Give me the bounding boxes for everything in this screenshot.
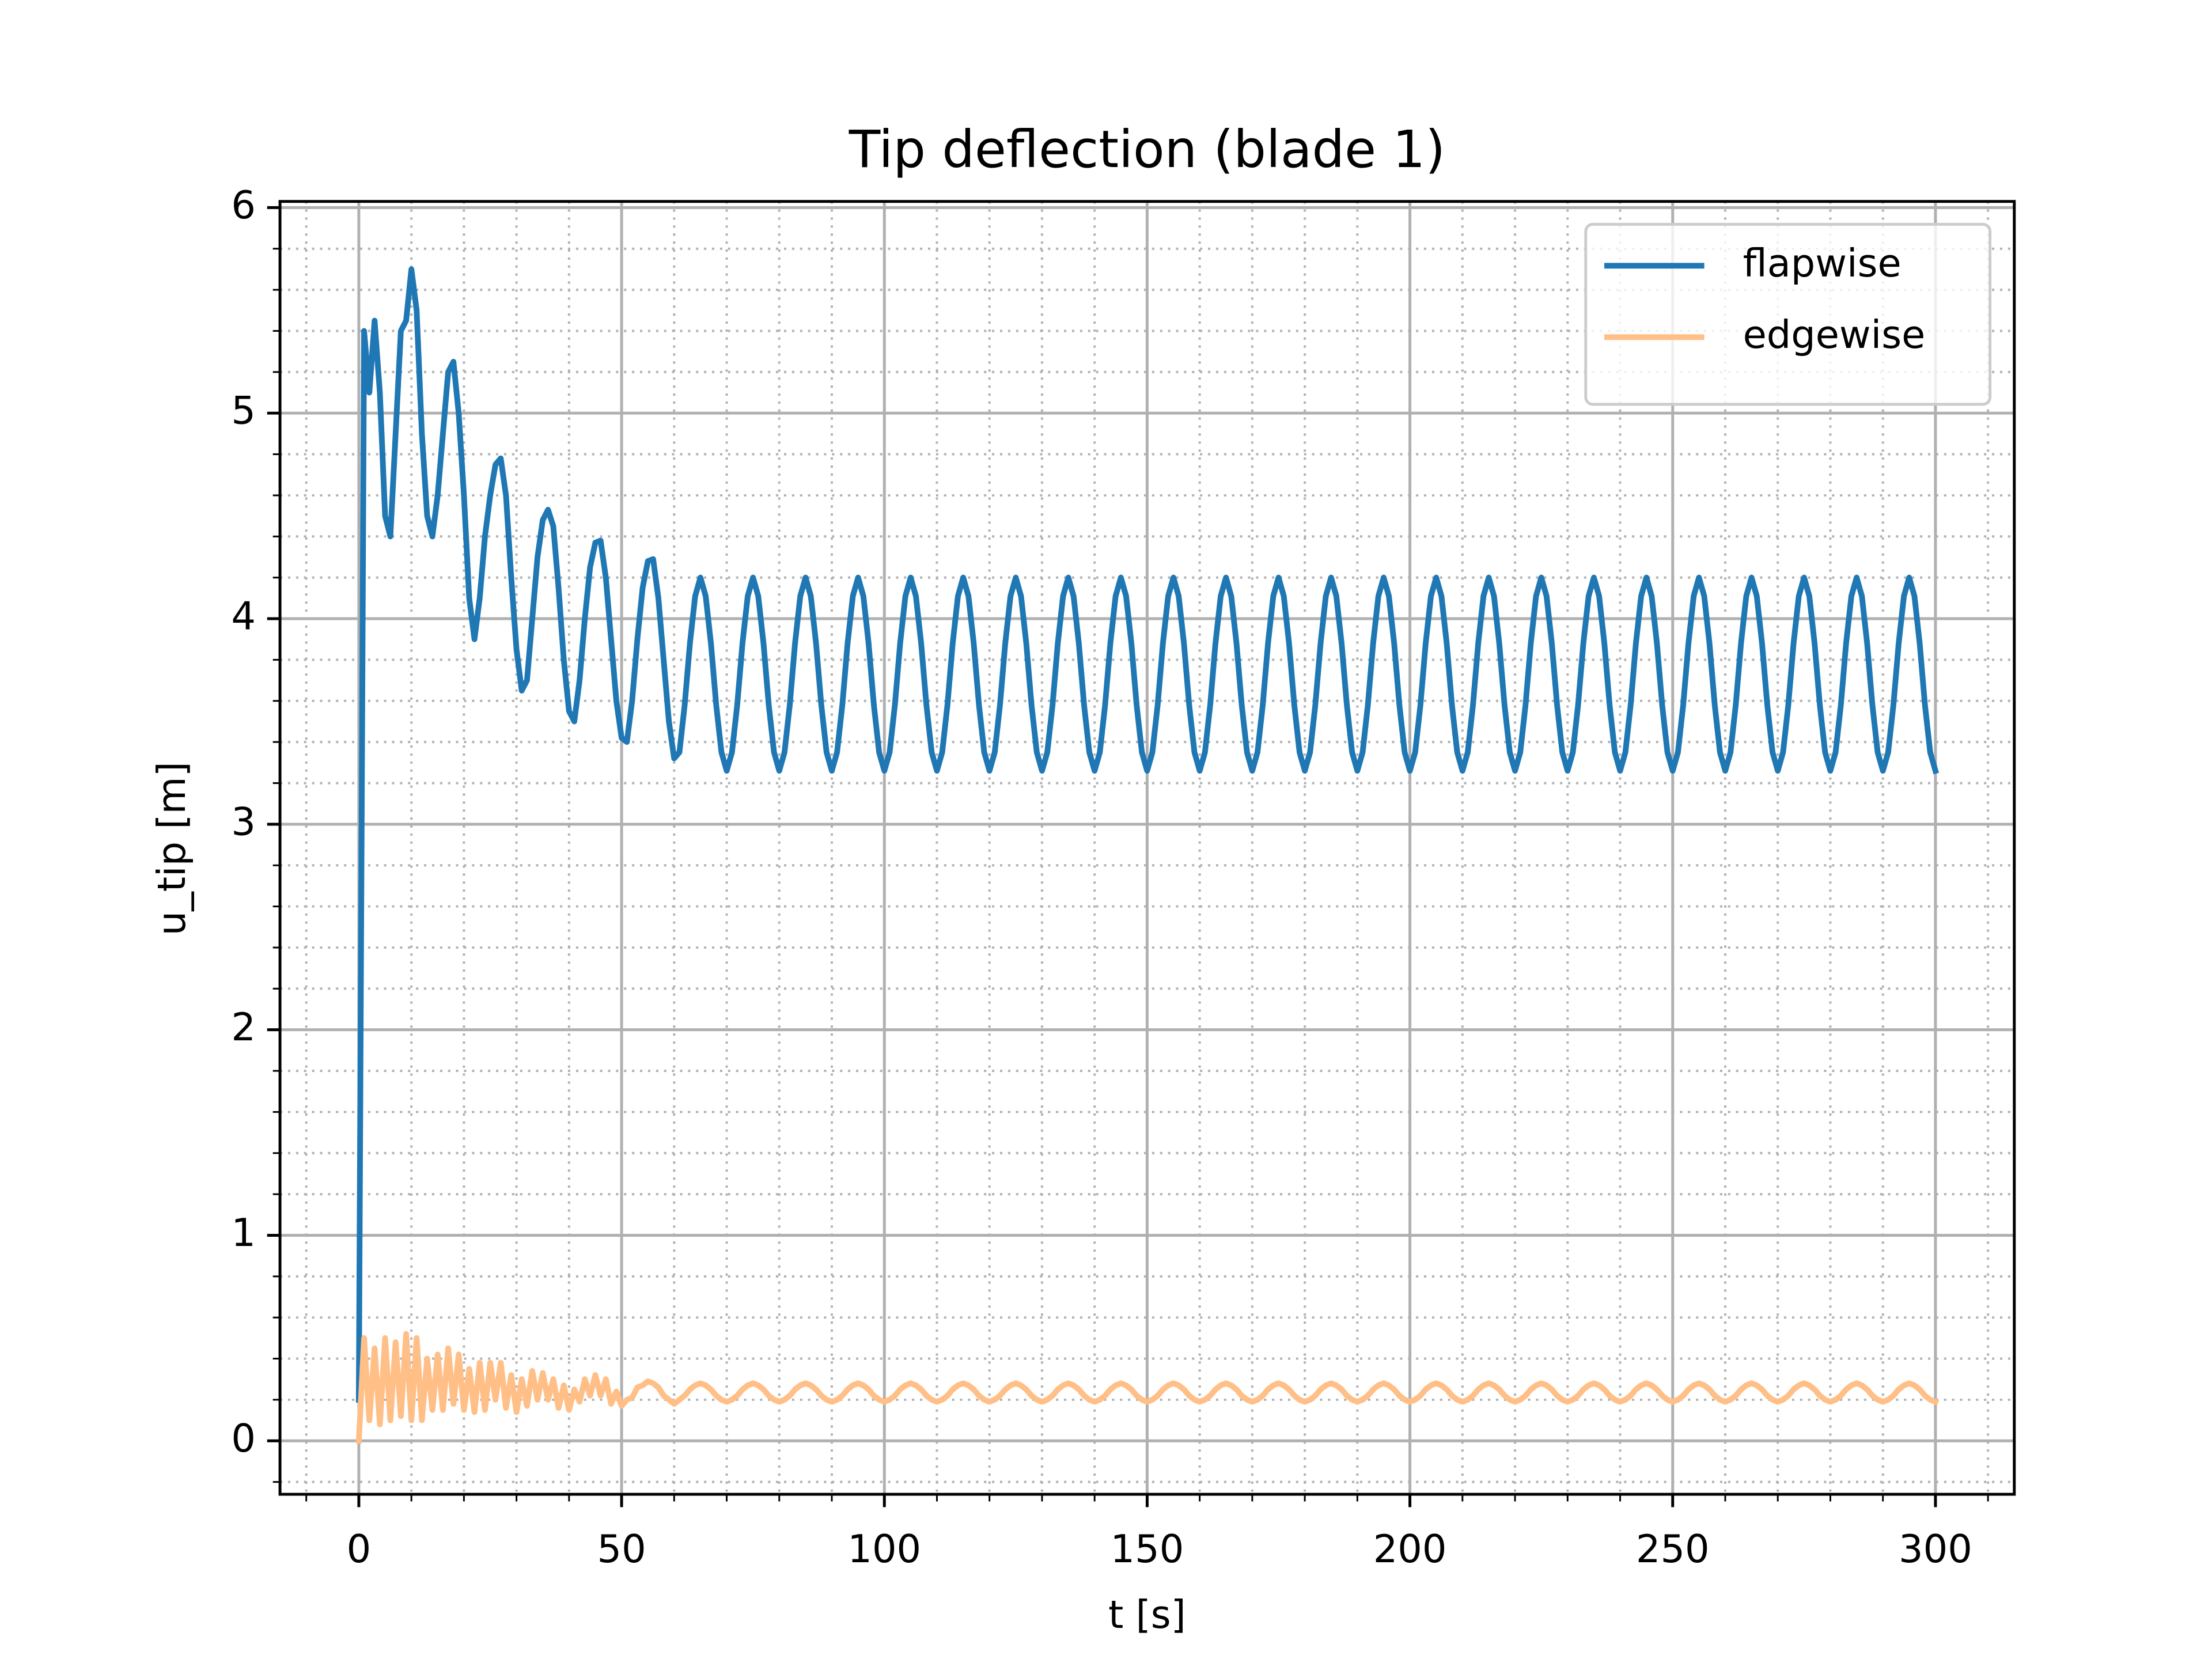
axes: 0 50 100 150 200 250 300 0 1 2 3 4 5 6 bbox=[231, 183, 2016, 1571]
x-tick-label: 150 bbox=[1111, 1527, 1184, 1571]
y-tick-label: 3 bbox=[231, 799, 256, 844]
x-tick-label: 250 bbox=[1636, 1527, 1710, 1571]
series-line bbox=[355, 266, 1940, 1403]
x-axis-label: t [s] bbox=[1108, 1592, 1186, 1637]
y-tick-label: 6 bbox=[231, 183, 256, 228]
y-tick-label: 5 bbox=[231, 388, 256, 433]
legend-label: flapwise bbox=[1743, 241, 1902, 286]
plot-frame bbox=[278, 200, 2016, 1496]
x-tick-label: 100 bbox=[847, 1527, 921, 1571]
plot-lines bbox=[355, 266, 1940, 1444]
y-axis-label: u_tip [m] bbox=[149, 762, 194, 935]
grid bbox=[280, 201, 2014, 1495]
legend-box bbox=[1584, 222, 1992, 406]
y-tick-label: 4 bbox=[231, 594, 256, 639]
x-tick-label: 0 bbox=[347, 1527, 372, 1571]
y-tick-label: 1 bbox=[231, 1210, 256, 1255]
y-tick-label: 0 bbox=[231, 1416, 256, 1461]
x-tick-label: 50 bbox=[597, 1527, 646, 1571]
x-tick-label: 300 bbox=[1899, 1527, 1972, 1571]
x-tick-label: 200 bbox=[1373, 1527, 1447, 1571]
y-tick-label: 2 bbox=[231, 1005, 256, 1050]
legend-label: edgewise bbox=[1743, 312, 1926, 357]
legend: flapwise edgewise bbox=[1584, 222, 1992, 406]
chart-title: Tip deflection (blade 1) bbox=[849, 120, 1445, 180]
series-line bbox=[355, 1331, 1940, 1444]
